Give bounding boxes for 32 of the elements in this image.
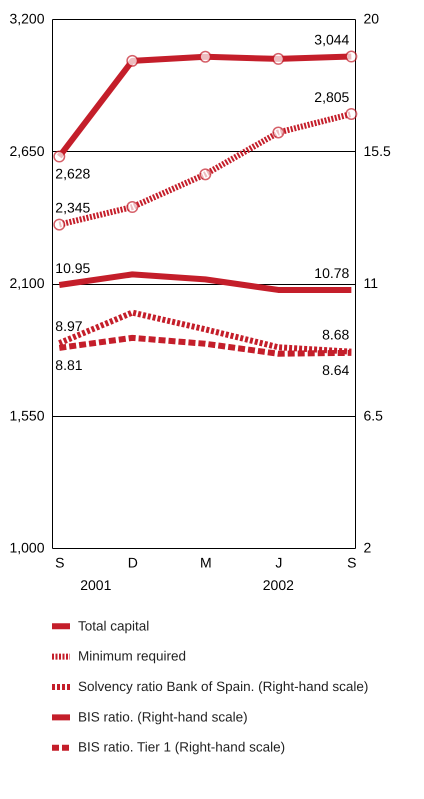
data-label: 8.81 xyxy=(55,356,83,373)
y2-tick-label: 20 xyxy=(364,10,380,26)
x-tick-label: S xyxy=(55,554,64,570)
y2-tick-label: 2 xyxy=(364,540,372,556)
data-label: 10.78 xyxy=(314,264,350,281)
y-tick-label: 1,000 xyxy=(9,540,45,556)
data-label: 10.95 xyxy=(55,260,91,276)
text: 2001 xyxy=(80,577,112,593)
y2-tick-label: 11 xyxy=(364,275,378,291)
y-tick-label: 1,550 xyxy=(9,407,45,424)
data-label: 2,628 xyxy=(55,166,91,182)
x-tick-label: M xyxy=(200,554,212,570)
y-tick-label: 2,100 xyxy=(9,275,45,291)
y-tick-label: 3,200 xyxy=(9,10,45,26)
data-label: 8.68 xyxy=(322,326,350,343)
y-tick-label: 2,650 xyxy=(9,142,45,159)
data-label: 3,044 xyxy=(314,32,350,48)
x-tick-label: D xyxy=(128,554,138,570)
data-label: 8.64 xyxy=(322,362,350,378)
legend-label: Total capital xyxy=(78,618,150,634)
y2-tick-label: 6.5 xyxy=(364,407,384,424)
y2-tick-label: 15.5 xyxy=(364,142,391,159)
data-label: 8.97 xyxy=(55,318,83,334)
legend-label: BIS ratio. (Right-hand scale) xyxy=(78,709,248,724)
x-tick-label: S xyxy=(347,554,357,570)
legend-label: Minimum required xyxy=(78,648,186,664)
data-label: 2,805 xyxy=(314,88,350,105)
x-tick-label: J xyxy=(275,554,282,570)
data-label: 2,345 xyxy=(55,200,91,216)
text: 2002 xyxy=(262,577,294,593)
legend-label: Solvency ratio Bank of Spain. (Right-hand scale) xyxy=(78,679,368,694)
legend-label: BIS ratio. Tier 1 (Right-hand scale) xyxy=(78,740,286,755)
